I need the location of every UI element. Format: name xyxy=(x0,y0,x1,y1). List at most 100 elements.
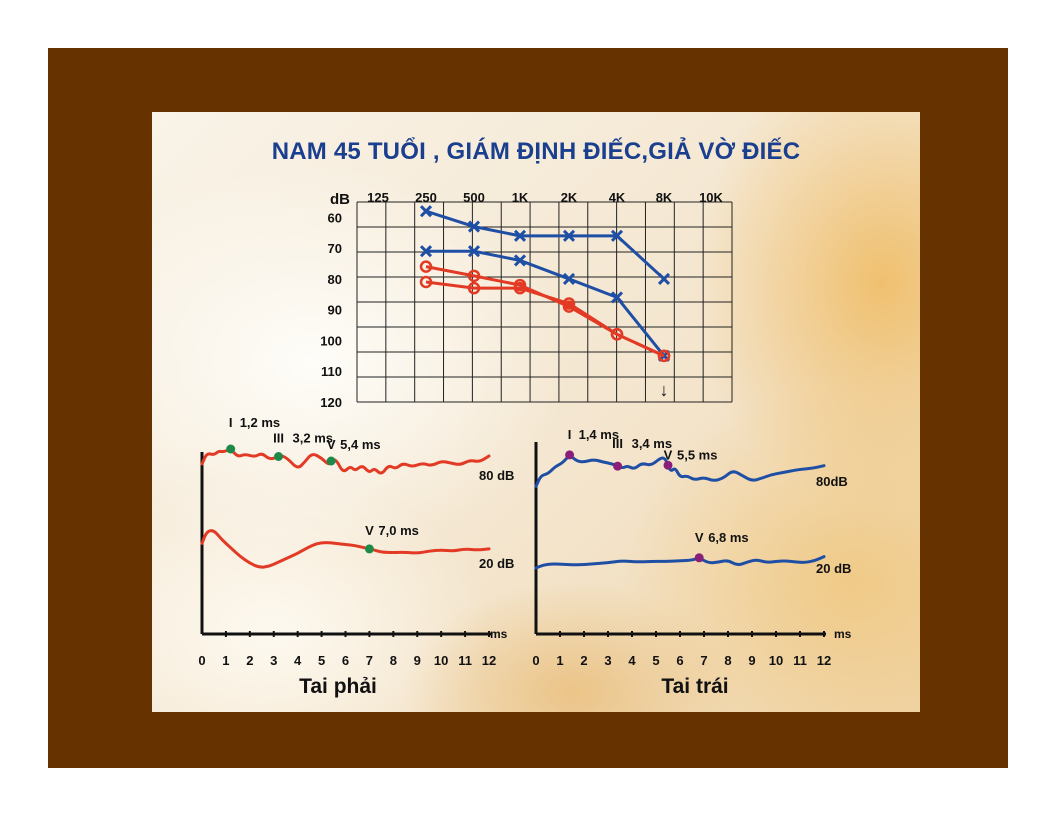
abr-panel-left-ear-peak-wave-label: I xyxy=(568,427,572,442)
audiogram-series-line xyxy=(426,249,666,357)
audiogram-point-o xyxy=(419,275,433,289)
abr-panel-right-ear-x-tick-label: 5 xyxy=(318,653,325,668)
abr-panel-right-ear-peak-marker xyxy=(226,444,236,454)
abr-panel-left-ear-x-tick-label: 8 xyxy=(724,653,731,668)
abr-panel-left-ear-peak-marker xyxy=(663,460,673,470)
audiogram-point-x xyxy=(419,205,433,218)
audiogram-x-tick-label: 4K xyxy=(609,190,626,205)
audiogram-point-o xyxy=(467,269,481,283)
audiogram-unit-label: dB xyxy=(330,191,350,208)
audiogram-point-o xyxy=(513,281,527,295)
abr-panel-right-ear-x-tick-label: 4 xyxy=(294,653,302,668)
audiogram-x-tick-label: 500 xyxy=(463,190,485,205)
abr-panel-right-ear-x-tick-label: 3 xyxy=(270,653,277,668)
audiogram-point-x-stroke xyxy=(513,229,527,242)
audiogram-x-tick-label: 1K xyxy=(512,190,529,205)
audiogram-point-o xyxy=(610,328,624,341)
abr-panel-right-ear-x-tick-label: 9 xyxy=(414,653,421,668)
abr-panel-left-ear-x-unit-label: ms xyxy=(834,627,852,641)
audiogram-point-o xyxy=(657,349,671,363)
audiogram-y-tick-label: 100 xyxy=(320,333,342,348)
abr-panel-left-ear-x-tick-label: 7 xyxy=(700,653,707,668)
audiogram-point-x xyxy=(610,229,624,242)
abr-panel-left-ear-x-tick-label: 4 xyxy=(628,653,636,668)
audiogram-point-x-stroke xyxy=(562,272,576,285)
audiogram-point-x xyxy=(419,245,433,258)
charts-canvas: dB 125 250 500 1K 2K 4K 8K 10K60708090100110120↓… xyxy=(198,190,852,698)
abr-panel-right-ear-peak-latency-label: 5,4 ms xyxy=(340,437,380,452)
abr-panel-right-ear-peak-wave-label: III xyxy=(273,431,284,446)
audiogram-point-o xyxy=(562,297,576,310)
audiogram-y-tick-label: 110 xyxy=(321,364,342,379)
audiogram-no-response-arrow: ↓ xyxy=(660,380,669,400)
audiogram-series-line xyxy=(425,280,665,358)
abr-panel-left-ear-x-tick-label: 11 xyxy=(793,653,807,668)
audiogram-point-x xyxy=(513,229,527,242)
abr-panel-right-ear-peak-wave-label: I xyxy=(229,415,233,430)
audiogram-point-x xyxy=(610,291,624,304)
audiogram-point-x xyxy=(562,229,576,242)
audiogram-point-x-stroke xyxy=(419,245,433,258)
audiogram-grid xyxy=(356,201,733,403)
abr-panel-left-ear-peak-latency-label: 5,5 ms xyxy=(677,447,717,462)
abr-panel-left-ear-x-tick-label: 0 xyxy=(532,653,539,668)
abr-panel-right-ear-x-tick-label: 1 xyxy=(222,653,229,668)
audiogram-point-x-stroke xyxy=(562,229,576,242)
audiogram-point-x-stroke xyxy=(467,245,481,258)
abr-panel-right-ear-peak-marker xyxy=(326,456,336,466)
abr-panel-left-ear-peak-marker xyxy=(613,461,623,471)
audiogram-point-x xyxy=(467,220,481,233)
abr-panel-right-ear-peak-wave-label: V xyxy=(327,437,336,452)
audiogram-y-tick-label: 90 xyxy=(328,303,342,318)
abr-panel-left-ear-peak-wave-label: III xyxy=(612,436,623,451)
slide: NAM 45 TUỔI , GIÁM ĐỊNH ĐIẾC,GIẢ VỜ ĐIẾC… xyxy=(152,112,920,712)
audiogram-x-tick-label: 125 xyxy=(367,190,389,205)
abr-panel-right-ear-peak-marker xyxy=(274,452,284,461)
abr-panel-right-ear-x-tick-label: 11 xyxy=(458,653,472,668)
audiogram-point-x xyxy=(467,245,481,258)
abr-panel-left-ear-x-tick-label: 3 xyxy=(604,653,611,668)
abr-panel-left-ear-peak-wave-label: V xyxy=(695,530,704,545)
abr-panel-left-ear-x-tick-label: 2 xyxy=(580,653,587,668)
audiogram-point-o xyxy=(419,260,433,273)
audiogram-point-o xyxy=(467,281,481,295)
abr-panel-left-ear-x-tick-label: 12 xyxy=(817,653,831,668)
audiogram-point-x-stroke xyxy=(657,272,671,285)
abr-panel-left-ear-x-tick-label: 9 xyxy=(748,653,755,668)
audiogram-point-x-stroke xyxy=(513,254,527,267)
audiogram-point-x-stroke xyxy=(610,291,624,304)
abr-panel-right-ear-peak-latency-label: 3,2 ms xyxy=(293,431,333,446)
abr-panel-right-ear-peak-latency-label: 7,0 ms xyxy=(378,523,418,538)
abr-panel-right-ear-x-tick-label: 8 xyxy=(390,653,397,668)
audiogram-x-tick-label: 10K xyxy=(699,190,723,205)
abr-panel-right-ear-wave-line xyxy=(200,448,491,475)
abr-panel-right-ear-level-label: 80 dB xyxy=(479,468,514,483)
abr-panel-left-ear-peak-latency-label: 3,4 ms xyxy=(632,436,672,451)
abr-panel-right-ear-x-tick-label: 7 xyxy=(366,653,373,668)
abr-panel-left-ear-level-label: 20 dB xyxy=(816,561,851,576)
audiogram-point-x-stroke xyxy=(419,205,433,218)
abr-panel-right-ear-wave-line xyxy=(200,529,491,569)
abr-panel-left-ear-peak-wave-label: V xyxy=(664,447,673,462)
slide-title: NAM 45 TUỔI , GIÁM ĐỊNH ĐIẾC,GIẢ VỜ ĐIẾC xyxy=(271,138,801,165)
abr-panel-left-ear-caption: Tai trái xyxy=(661,675,728,698)
abr-panel-left-ear-peak-marker xyxy=(565,450,575,460)
abr-panel-left-ear-x-tick-label: 10 xyxy=(769,653,783,668)
audiogram-x-tick-label: 8K xyxy=(656,190,673,205)
abr-panel-right-ear-peak-wave-label: V xyxy=(365,523,374,538)
abr-panel-left-ear-x-tick-label: 5 xyxy=(652,653,659,668)
abr-panel-right-ear-x-tick-label: 6 xyxy=(342,653,349,668)
abr-panel-right-ear-x-tick-label: 10 xyxy=(434,653,448,668)
audiogram-point-x xyxy=(513,254,527,267)
abr-panel-left-ear-level-label: 80dB xyxy=(816,474,848,489)
audiogram-x-tick-label: 250 xyxy=(415,190,437,205)
abr-panel-right-ear-x-unit-label: ms xyxy=(490,627,508,641)
audiogram-point-x xyxy=(562,272,576,285)
audiogram-point-x-stroke xyxy=(467,220,481,233)
audiogram-point-x-stroke xyxy=(610,229,624,242)
audiogram-y-tick-label: 70 xyxy=(328,241,342,256)
abr-panel-right-ear-x-tick-label: 2 xyxy=(246,653,253,668)
abr-panel-left-ear-wave-line xyxy=(534,555,826,570)
abr-panel-left-ear-peak-latency-label: 1,4 ms xyxy=(579,427,619,442)
abr-panel-left-ear-x-tick-label: 6 xyxy=(676,653,683,668)
